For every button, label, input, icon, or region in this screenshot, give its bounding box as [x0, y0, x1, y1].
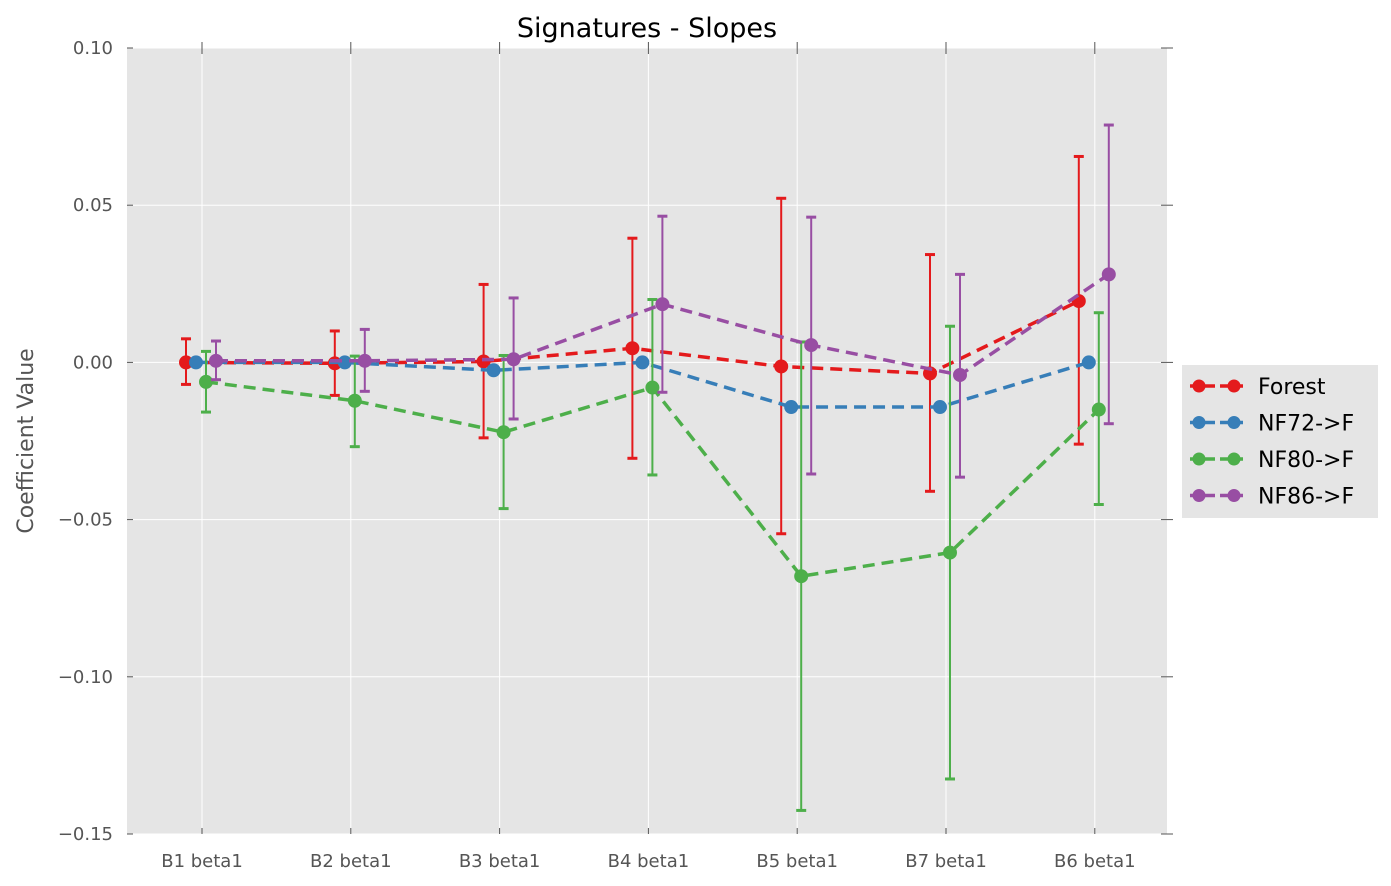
data-point [923, 366, 937, 381]
legend-marker [1227, 489, 1241, 502]
axis-ticks: 0.10 0.05 0.00 −0.05 −0.10 −0.15 B1 beta1 B2 be… [58, 38, 1173, 872]
chart-title: Signatures - Slopes [517, 13, 777, 44]
legend-marker [1192, 379, 1206, 393]
legend-label: NF80->F [1258, 448, 1354, 473]
series-nf80-f [199, 298, 1106, 812]
x-tick-label: B5 beta1 [756, 851, 838, 872]
data-point [774, 359, 789, 374]
data-point [1081, 355, 1096, 370]
plot-area [127, 48, 1167, 834]
data-point [189, 355, 203, 370]
data-point [209, 353, 223, 368]
data-point [1091, 402, 1106, 417]
data-point [486, 363, 501, 378]
data-point [953, 367, 967, 382]
legend-box [1182, 365, 1378, 518]
legend-label: NF72->F [1258, 412, 1354, 437]
legend-label: NF86->F [1258, 485, 1354, 510]
x-tick-label: B3 beta1 [459, 851, 541, 872]
data-point [1101, 267, 1116, 282]
x-tick-label: B6 beta1 [1054, 851, 1136, 872]
data-point [625, 341, 640, 356]
y-tick-label: 0.10 [73, 38, 113, 59]
legend-marker [1192, 416, 1206, 429]
legend-marker [1227, 379, 1241, 393]
data-point [794, 569, 809, 584]
y-axis-title: Coefficient Value [14, 348, 39, 533]
data-point [933, 400, 947, 415]
data-point [655, 297, 670, 312]
series-nf72-f [189, 355, 1096, 415]
data-point [199, 374, 213, 389]
data-point [645, 380, 660, 395]
legend-marker [1192, 489, 1206, 502]
legend-marker [1227, 452, 1241, 466]
data-point [506, 352, 521, 367]
data-point [804, 338, 819, 353]
series-forest [179, 154, 1086, 536]
data-point [784, 400, 799, 415]
series-layer [179, 123, 1116, 812]
y-tick-label: −0.15 [58, 824, 113, 845]
data-point [347, 393, 362, 408]
data-point [357, 353, 372, 368]
y-tick-label: −0.05 [58, 510, 113, 531]
y-tick-label: −0.10 [58, 667, 113, 688]
x-tick-label: B4 beta1 [608, 851, 690, 872]
y-tick-label: 0.05 [73, 195, 113, 216]
legend-marker [1227, 416, 1241, 429]
x-tick-label: B7 beta1 [905, 851, 987, 872]
series-nf86-f [209, 123, 1116, 479]
data-point [635, 355, 650, 370]
data-point [496, 425, 511, 440]
data-point [943, 545, 957, 560]
x-tick-label: B2 beta1 [310, 851, 392, 872]
x-tick-label: B1 beta1 [161, 851, 243, 872]
legend-marker [1192, 452, 1206, 466]
y-tick-label: 0.00 [73, 352, 113, 373]
legend-label: Forest [1258, 375, 1326, 400]
legend: Forest NF72->F NF80->F NF86->F [1182, 365, 1378, 518]
